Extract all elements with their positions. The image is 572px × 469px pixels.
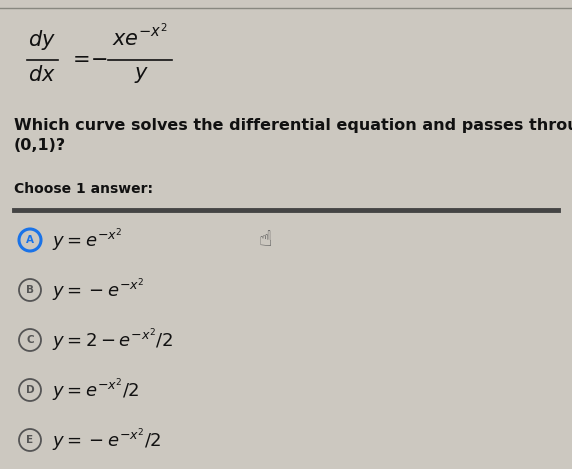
Text: E: E [26,435,34,445]
Text: Choose 1 answer:: Choose 1 answer: [14,182,153,196]
Text: $xe^{-x^2}$: $xe^{-x^2}$ [112,23,168,50]
Text: $dy$: $dy$ [28,28,56,52]
Text: A: A [26,235,34,245]
Text: $y$: $y$ [134,65,149,85]
Text: $y = -e^{-x^2}$: $y = -e^{-x^2}$ [52,276,145,304]
Text: D: D [26,385,34,395]
Text: $y = -e^{-x^2}/2$: $y = -e^{-x^2}/2$ [52,426,161,454]
Text: $dx$: $dx$ [28,65,56,85]
Text: C: C [26,335,34,345]
Text: B: B [26,285,34,295]
Text: $-$: $-$ [90,48,108,68]
Text: $y = 2 - e^{-x^2}/2$: $y = 2 - e^{-x^2}/2$ [52,326,173,354]
Text: $y = e^{-x^2}/2$: $y = e^{-x^2}/2$ [52,376,140,404]
Text: Which curve solves the differential equation and passes through the point
(0,1)?: Which curve solves the differential equa… [14,118,572,153]
Text: ☝: ☝ [258,230,272,250]
Text: $y = e^{-x^2}$: $y = e^{-x^2}$ [52,226,122,254]
Text: $=$: $=$ [68,48,89,68]
